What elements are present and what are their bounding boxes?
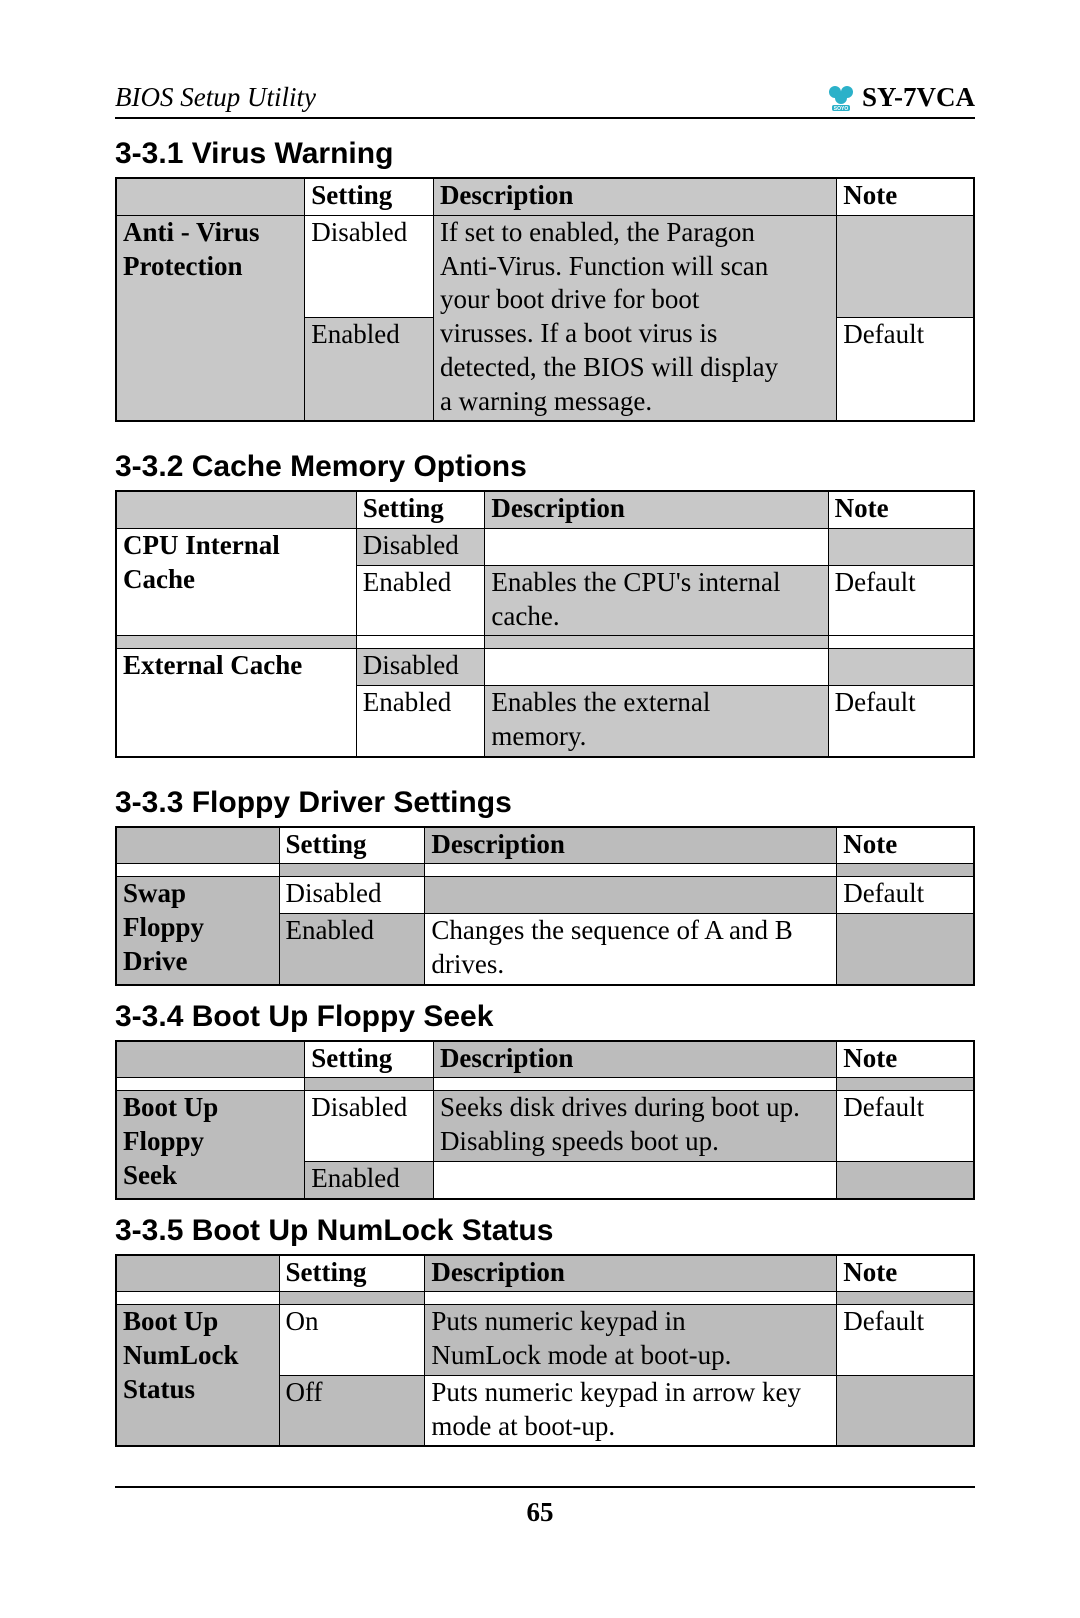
row-label: Anti - Virus Protection bbox=[116, 215, 305, 421]
cell-description bbox=[425, 877, 837, 914]
cell-setting: Enabled bbox=[305, 318, 434, 422]
row-label: Boot Up NumLock Status bbox=[116, 1305, 279, 1447]
col-note: Note bbox=[837, 1041, 974, 1078]
col-empty bbox=[116, 491, 356, 528]
cell-note: Default bbox=[837, 1305, 974, 1376]
cell-description: Changes the sequence of A and B drives. bbox=[425, 914, 837, 985]
table-row: CPU Internal Cache Disabled bbox=[116, 529, 974, 566]
table-cache: Setting Description Note CPU Internal Ca… bbox=[115, 490, 975, 757]
col-setting: Setting bbox=[356, 491, 485, 528]
table-header-row: Setting Description Note bbox=[116, 491, 974, 528]
page-header: BIOS Setup Utility SOYO SY-7VCA bbox=[115, 82, 975, 119]
cell-description: If set to enabled, the Paragon Anti-Viru… bbox=[433, 215, 836, 421]
cell-note: Default bbox=[837, 318, 974, 422]
cell-setting: Enabled bbox=[279, 914, 425, 985]
cell-description: Enables the CPU's internal cache. bbox=[485, 565, 828, 636]
table-row: External Cache Disabled bbox=[116, 649, 974, 686]
col-setting: Setting bbox=[305, 178, 434, 215]
cell-note bbox=[837, 215, 974, 317]
model-number: SY-7VCA bbox=[862, 82, 975, 113]
page-number: 65 bbox=[0, 1497, 1080, 1528]
table-header-row: Setting Description Note bbox=[116, 178, 974, 215]
col-empty bbox=[116, 178, 305, 215]
table-spacer bbox=[116, 1292, 974, 1305]
col-note: Note bbox=[837, 1255, 974, 1292]
cell-setting: Enabled bbox=[305, 1161, 434, 1198]
col-note: Note bbox=[828, 491, 974, 528]
section-heading-bootseek: 3-3.4 Boot Up Floppy Seek bbox=[115, 1000, 975, 1034]
cell-note: Default bbox=[828, 565, 974, 636]
table-header-row: Setting Description Note bbox=[116, 1041, 974, 1078]
cell-setting: Enabled bbox=[356, 686, 485, 757]
col-setting: Setting bbox=[305, 1041, 434, 1078]
cell-description bbox=[485, 649, 828, 686]
cell-setting: Disabled bbox=[305, 215, 434, 317]
cell-setting: Enabled bbox=[356, 565, 485, 636]
table-virus-warning: Setting Description Note Anti - Virus Pr… bbox=[115, 177, 975, 422]
col-empty bbox=[116, 1255, 279, 1292]
cell-setting: On bbox=[279, 1305, 425, 1376]
cell-setting: Disabled bbox=[305, 1091, 434, 1162]
section-heading-virus: 3-3.1 Virus Warning bbox=[115, 137, 975, 171]
cell-description bbox=[433, 1161, 836, 1198]
col-description: Description bbox=[425, 1255, 837, 1292]
table-numlock: Setting Description Note Boot Up NumLock… bbox=[115, 1254, 975, 1448]
row-label: Swap Floppy Drive bbox=[116, 877, 279, 985]
table-row: Anti - Virus Protection Disabled If set … bbox=[116, 215, 974, 317]
row-label: CPU Internal Cache bbox=[116, 529, 356, 636]
table-spacer bbox=[116, 636, 974, 649]
cell-note bbox=[828, 529, 974, 566]
cell-note bbox=[837, 914, 974, 985]
soyo-logo-icon: SOYO bbox=[826, 83, 856, 113]
table-row: Boot Up NumLock Status On Puts numeric k… bbox=[116, 1305, 974, 1376]
cell-setting: Disabled bbox=[356, 529, 485, 566]
header-title: BIOS Setup Utility bbox=[115, 82, 316, 113]
table-spacer bbox=[116, 1078, 974, 1091]
col-note: Note bbox=[837, 827, 974, 864]
col-setting: Setting bbox=[279, 827, 425, 864]
table-row: Swap Floppy Drive Disabled Default bbox=[116, 877, 974, 914]
table-row: Boot Up Floppy Seek Disabled Seeks disk … bbox=[116, 1091, 974, 1162]
table-header-row: Setting Description Note bbox=[116, 827, 974, 864]
cell-description: Puts numeric keypad in NumLock mode at b… bbox=[425, 1305, 837, 1376]
cell-description: Enables the external memory. bbox=[485, 686, 828, 757]
table-header-row: Setting Description Note bbox=[116, 1255, 974, 1292]
cell-description: Seeks disk drives during boot up. Disabl… bbox=[433, 1091, 836, 1162]
cell-description: Puts numeric keypad in arrow key mode at… bbox=[425, 1375, 837, 1446]
col-description: Description bbox=[485, 491, 828, 528]
col-empty bbox=[116, 827, 279, 864]
cell-note: Default bbox=[828, 686, 974, 757]
cell-note bbox=[837, 1161, 974, 1198]
cell-setting: Disabled bbox=[279, 877, 425, 914]
table-bootseek: Setting Description Note Boot Up Floppy … bbox=[115, 1040, 975, 1200]
document-page: BIOS Setup Utility SOYO SY-7VCA 3-3.1 Vi… bbox=[0, 0, 1080, 1618]
cell-note bbox=[828, 649, 974, 686]
cell-setting: Disabled bbox=[356, 649, 485, 686]
col-description: Description bbox=[433, 1041, 836, 1078]
row-label: Boot Up Floppy Seek bbox=[116, 1091, 305, 1199]
table-spacer bbox=[116, 864, 974, 877]
section-heading-numlock: 3-3.5 Boot Up NumLock Status bbox=[115, 1214, 975, 1248]
col-setting: Setting bbox=[279, 1255, 425, 1292]
header-model: SOYO SY-7VCA bbox=[826, 82, 975, 113]
col-description: Description bbox=[433, 178, 836, 215]
cell-note bbox=[837, 1375, 974, 1446]
cell-note: Default bbox=[837, 1091, 974, 1162]
section-heading-floppy: 3-3.3 Floppy Driver Settings bbox=[115, 786, 975, 820]
svg-text:SOYO: SOYO bbox=[834, 106, 849, 112]
footer-rule bbox=[115, 1486, 975, 1488]
col-note: Note bbox=[837, 178, 974, 215]
table-floppy: Setting Description Note Swap Floppy Dri… bbox=[115, 826, 975, 986]
col-description: Description bbox=[425, 827, 837, 864]
cell-setting: Off bbox=[279, 1375, 425, 1446]
section-heading-cache: 3-3.2 Cache Memory Options bbox=[115, 450, 975, 484]
cell-note: Default bbox=[837, 877, 974, 914]
col-empty bbox=[116, 1041, 305, 1078]
cell-description bbox=[485, 529, 828, 566]
row-label: External Cache bbox=[116, 649, 356, 757]
